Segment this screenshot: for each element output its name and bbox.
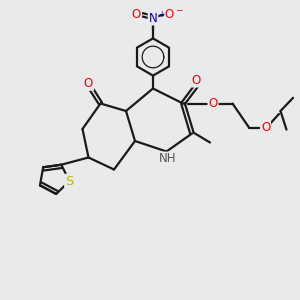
Text: O: O xyxy=(84,77,93,90)
Text: O: O xyxy=(208,97,217,110)
Text: O: O xyxy=(132,8,141,21)
Text: O: O xyxy=(261,121,270,134)
Text: S: S xyxy=(65,175,74,188)
Text: −: − xyxy=(176,6,183,15)
Text: NH: NH xyxy=(159,152,177,166)
Text: N: N xyxy=(148,11,158,25)
Text: O: O xyxy=(165,8,174,21)
Text: O: O xyxy=(192,74,201,87)
Text: +: + xyxy=(158,10,164,19)
